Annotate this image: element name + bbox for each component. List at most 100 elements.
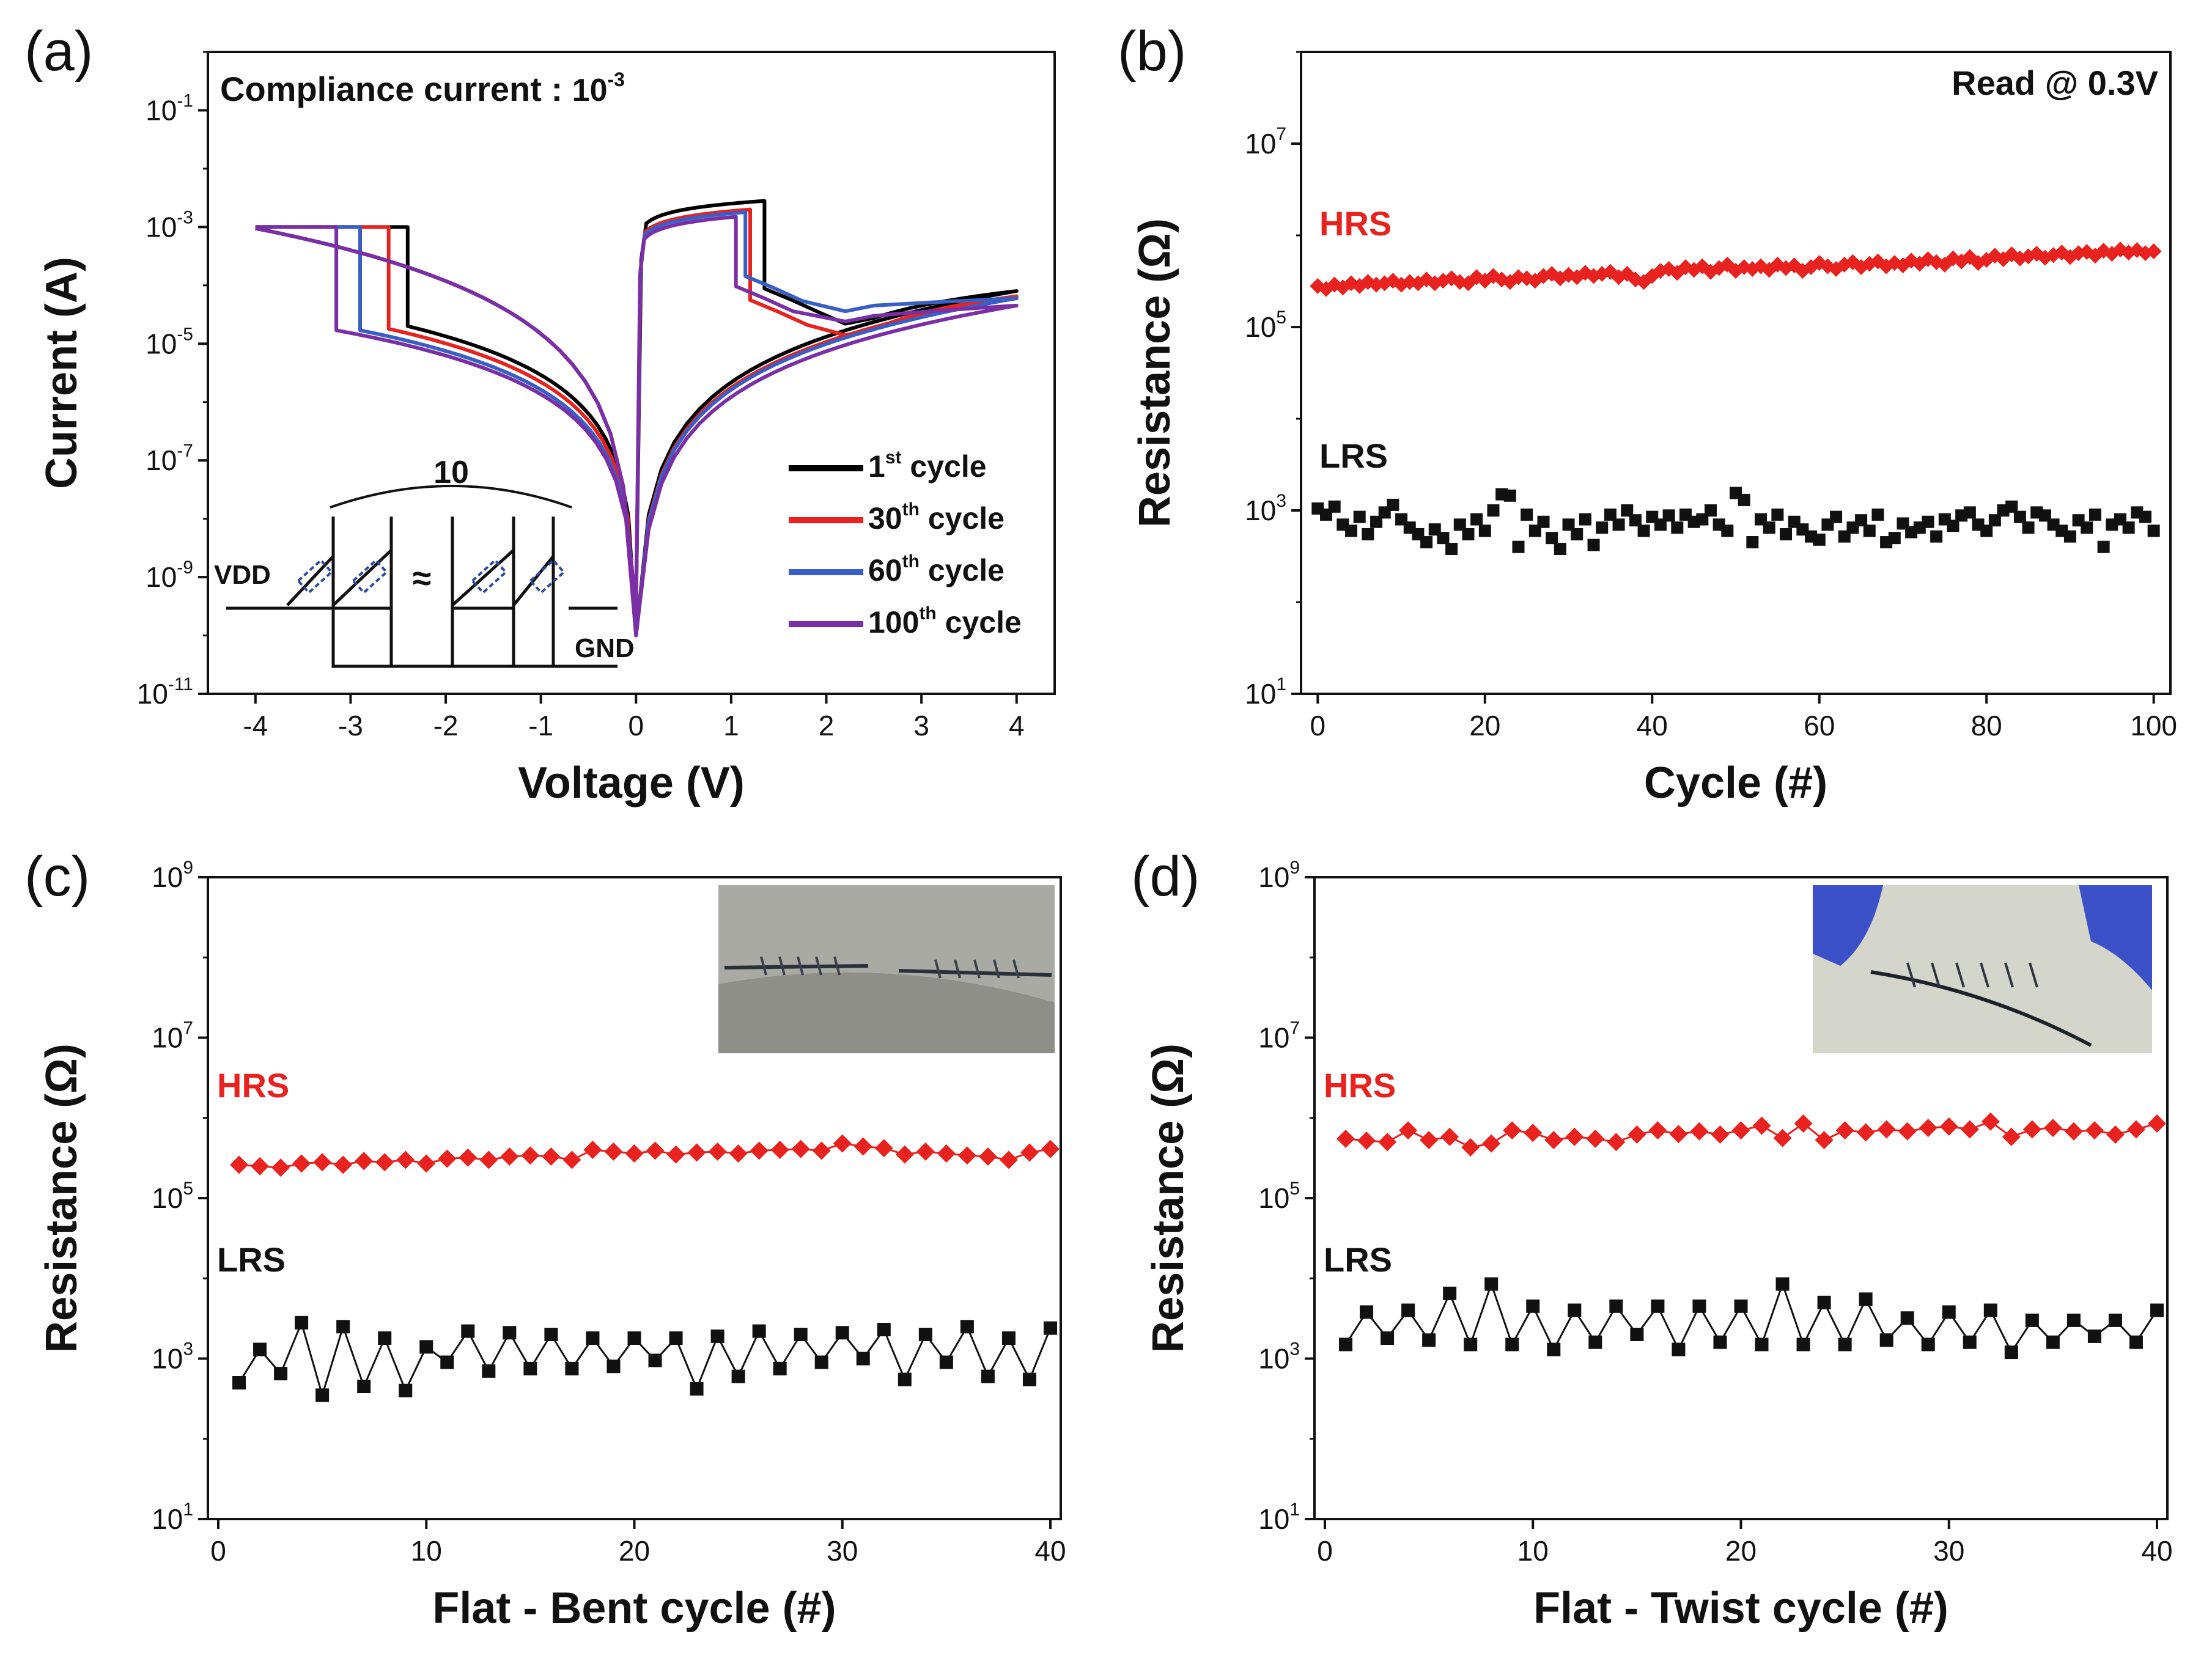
hrs-point xyxy=(583,1140,602,1159)
y-tick-label: 10-5 xyxy=(146,324,193,359)
lrs-point xyxy=(1980,524,1993,537)
lrs-point xyxy=(606,1360,621,1374)
lrs-point xyxy=(1554,543,1566,556)
hrs-point xyxy=(1461,1138,1480,1157)
x-tick-label: 0 xyxy=(210,1535,226,1567)
hrs-point xyxy=(1378,1133,1397,1152)
lrs-point xyxy=(2147,524,2160,537)
x-tick-label: 60 xyxy=(1804,710,1835,741)
lrs-point xyxy=(2087,1329,2101,1343)
lrs-point xyxy=(1579,513,1591,526)
hrs-point xyxy=(562,1150,581,1169)
y-tick-label: 107 xyxy=(152,1018,193,1054)
lrs-point xyxy=(2063,530,2076,543)
plot-frame xyxy=(207,51,1056,695)
y-tick-label: 10-7 xyxy=(146,441,193,476)
lrs-point xyxy=(627,1331,641,1345)
iv-curve-4 xyxy=(255,215,1019,638)
lrs-point xyxy=(773,1361,787,1375)
x-axis-label: Flat - Twist cycle (#) xyxy=(1533,1584,1948,1633)
hrs-point xyxy=(230,1155,249,1174)
hrs-point xyxy=(1357,1132,1376,1150)
lrs-point xyxy=(1830,510,1843,523)
lrs-point xyxy=(2066,1313,2081,1327)
lrs-point xyxy=(731,1369,745,1383)
hrs-point xyxy=(1856,1123,1875,1142)
pulse-marker xyxy=(470,558,508,595)
photo-device xyxy=(954,959,961,979)
lrs-point xyxy=(357,1380,371,1394)
hrs-point xyxy=(271,1158,290,1177)
lrs-point xyxy=(1637,524,1650,537)
hrs-point xyxy=(334,1155,353,1174)
photo-wire xyxy=(1870,970,2092,1047)
lrs-point xyxy=(1547,1342,1561,1356)
photo-device xyxy=(797,956,804,976)
x-tick-label: 3 xyxy=(913,710,929,741)
hrs-point xyxy=(438,1149,457,1168)
lrs-point xyxy=(1900,1311,1914,1325)
lrs-point xyxy=(1780,528,1793,540)
hrs-point xyxy=(1898,1122,1917,1141)
lrs-point xyxy=(1362,528,1374,540)
photo-device xyxy=(1955,962,1965,988)
lrs-point xyxy=(1401,1303,1415,1317)
lrs-point xyxy=(794,1327,808,1341)
hrs-label: HRS xyxy=(1319,204,1392,243)
hrs-label: HRS xyxy=(217,1066,289,1105)
hrs-point xyxy=(687,1143,706,1162)
hrs-point xyxy=(2145,243,2162,260)
lrs-series xyxy=(232,1316,1057,1402)
hrs-point xyxy=(1607,1133,1626,1152)
hrs-point xyxy=(1794,1114,1813,1133)
y-axis-label: Current (A) xyxy=(37,257,86,489)
lrs-point xyxy=(1422,1333,1436,1347)
photo-glove-left xyxy=(1813,885,1883,966)
y-tick-label: 105 xyxy=(1245,307,1286,343)
lrs-series xyxy=(1311,487,2160,556)
hrs-point xyxy=(417,1154,436,1173)
y-tick-label: 10-1 xyxy=(146,90,193,126)
lrs-label: LRS xyxy=(217,1240,286,1279)
x-tick-label: 0 xyxy=(628,710,644,741)
lrs-point xyxy=(1487,504,1500,517)
lrs-point xyxy=(1621,504,1634,517)
lrs-point xyxy=(1353,510,1366,523)
photo-device xyxy=(1931,962,1941,988)
hrs-point xyxy=(1565,1127,1584,1146)
hrs-point xyxy=(791,1139,810,1158)
lrs-point xyxy=(1381,1331,1395,1345)
lrs-point xyxy=(1672,1342,1686,1356)
pulse-ramp xyxy=(332,549,393,606)
photo-device xyxy=(778,956,786,976)
photo-device xyxy=(760,956,767,976)
lrs-point xyxy=(1963,1335,1977,1349)
y-tick-label: 101 xyxy=(152,1500,193,1535)
x-tick-label: 40 xyxy=(2141,1535,2172,1567)
lrs-point xyxy=(877,1323,891,1337)
lrs-point xyxy=(399,1383,413,1397)
lrs-point xyxy=(2097,540,2110,553)
lrs-point xyxy=(1796,1338,1810,1352)
pulse-ramp xyxy=(451,549,515,606)
hrs-point xyxy=(1690,1122,1709,1141)
approx-symbol: ≈ xyxy=(413,559,432,597)
lrs-point xyxy=(1855,514,1868,527)
lrs-point xyxy=(2022,521,2035,534)
lrs-point xyxy=(1879,1333,1893,1347)
y-tick-label: 107 xyxy=(1258,1018,1300,1054)
lrs-point xyxy=(1871,508,1884,521)
pulse-inset: 10 VDD GND ≈ xyxy=(214,455,635,668)
y-tick-label: 10-11 xyxy=(137,674,193,710)
lrs-point xyxy=(1988,514,2001,527)
hrs-point xyxy=(729,1144,748,1163)
lrs-point xyxy=(1888,532,1901,545)
hrs-series xyxy=(230,1134,1060,1177)
lrs-point xyxy=(939,1355,953,1369)
lrs-point xyxy=(1609,1299,1623,1313)
hrs-point xyxy=(1399,1121,1418,1140)
hrs-point xyxy=(853,1137,872,1156)
lrs-point xyxy=(1813,533,1826,546)
lrs-point xyxy=(1859,1292,1873,1306)
lrs-point xyxy=(1512,540,1525,553)
